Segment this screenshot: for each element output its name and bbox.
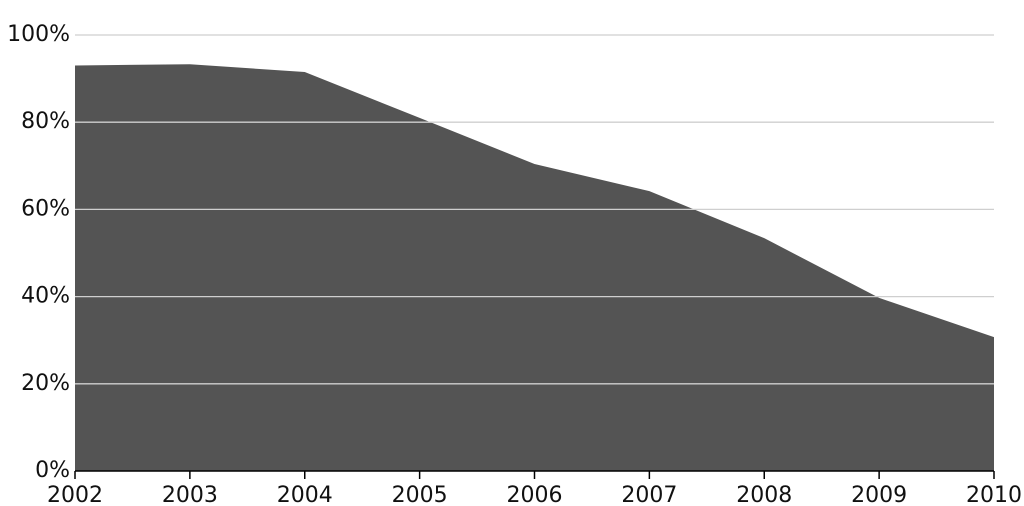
x-tick-label: 2002 — [47, 483, 103, 506]
x-tick-label: 2007 — [621, 483, 677, 506]
y-tick-label: 80% — [21, 109, 70, 134]
x-tick-label: 2009 — [851, 483, 907, 506]
y-tick-label: 100% — [7, 22, 70, 47]
x-tick-label: 2008 — [736, 483, 792, 506]
y-tick-label: 40% — [21, 284, 70, 309]
x-tick-label: 2010 — [966, 483, 1022, 506]
x-tick-label: 2003 — [162, 483, 218, 506]
x-tick-label: 2004 — [277, 483, 333, 506]
x-tick-label: 2006 — [507, 483, 563, 506]
x-tick-label: 2005 — [392, 483, 448, 506]
area — [75, 64, 994, 471]
y-tick-label: 0% — [35, 458, 70, 483]
y-tick-label: 60% — [21, 196, 70, 221]
y-tick-label: 20% — [21, 371, 70, 396]
